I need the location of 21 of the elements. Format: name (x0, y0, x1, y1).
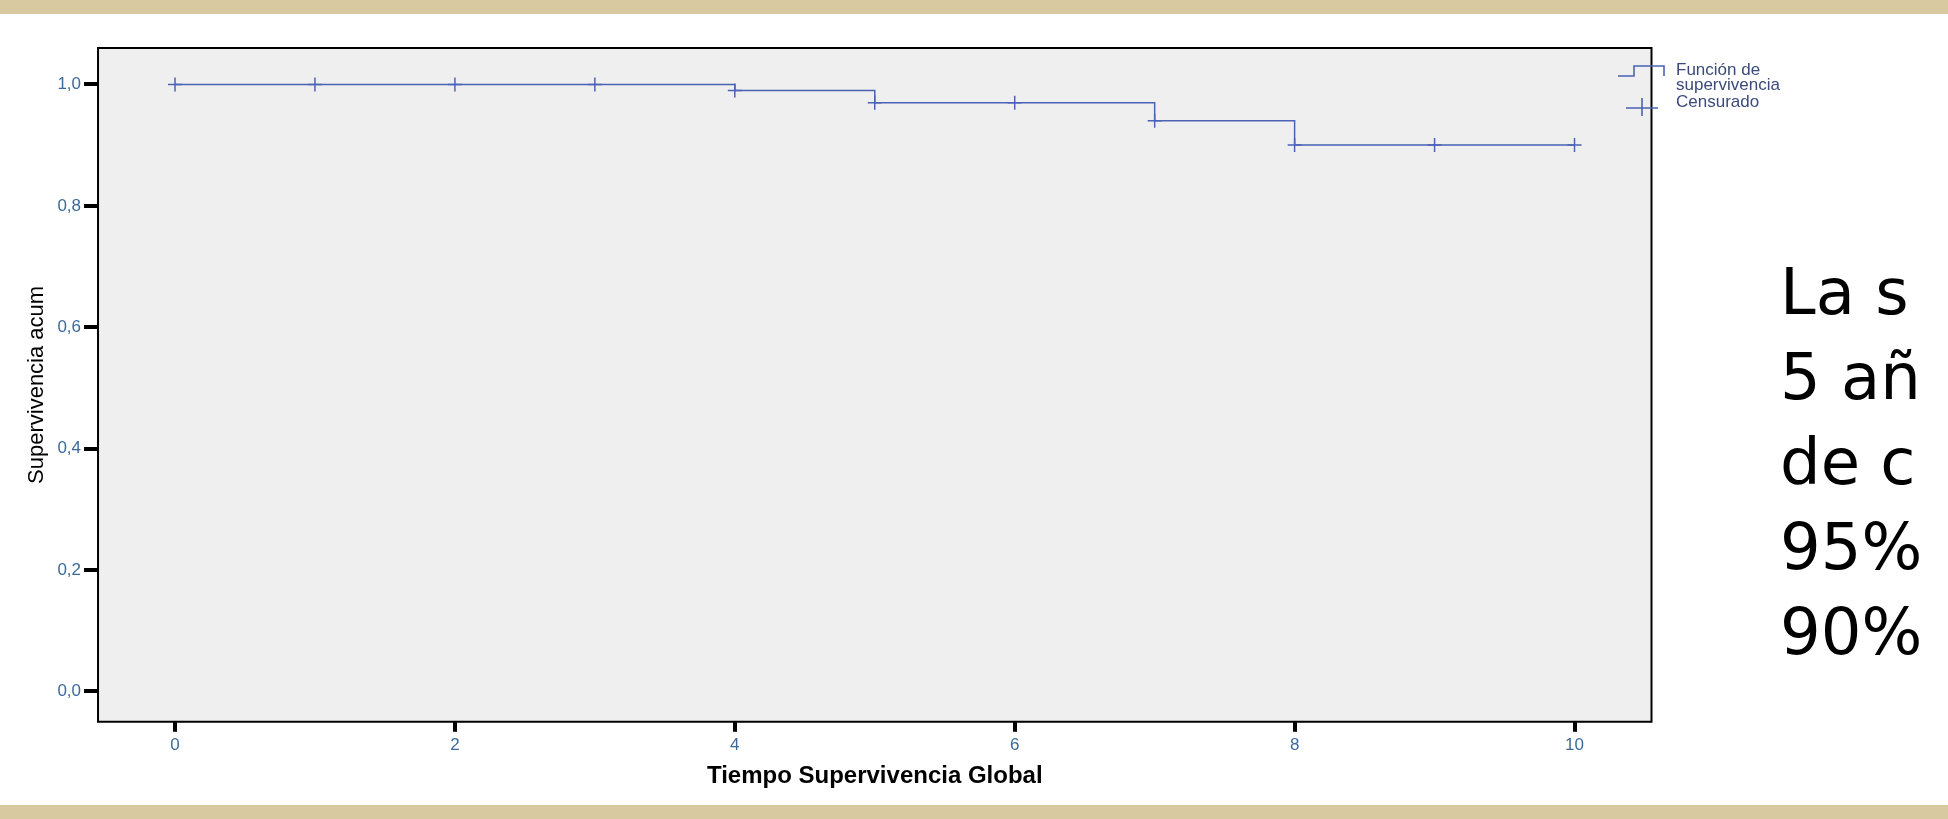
x-tick-label: 2 (450, 734, 460, 754)
y-tick-label: 0,4 (57, 438, 82, 458)
y-tick-label: 0,6 (57, 316, 82, 336)
y-axis-title: Supervivencia acum (23, 285, 49, 484)
legend-label: Censurado (1676, 92, 1760, 111)
legend-label: Función de supervivencia (1676, 60, 1781, 94)
x-tick-label: 6 (1009, 734, 1020, 754)
y-tick-label: 0,0 (57, 681, 82, 701)
text: 90% (1780, 594, 1923, 671)
y-tick-label: 0,2 (57, 559, 82, 579)
text: de c (1780, 424, 1917, 501)
x-tick-label: 4 (730, 734, 740, 754)
x-tick-label: 0 (170, 734, 180, 754)
y-tick-label: 0,8 (57, 195, 82, 215)
x-axis-title: Tiempo Supervivencia Global (706, 761, 1043, 789)
x-tick-label: 8 (1289, 734, 1300, 754)
text: 95% (1780, 509, 1923, 586)
text: 5 añ (1780, 339, 1922, 416)
x-tick-label: 10 (1565, 734, 1584, 754)
y-tick-label: 1,0 (57, 74, 82, 94)
text: La s (1780, 254, 1910, 331)
